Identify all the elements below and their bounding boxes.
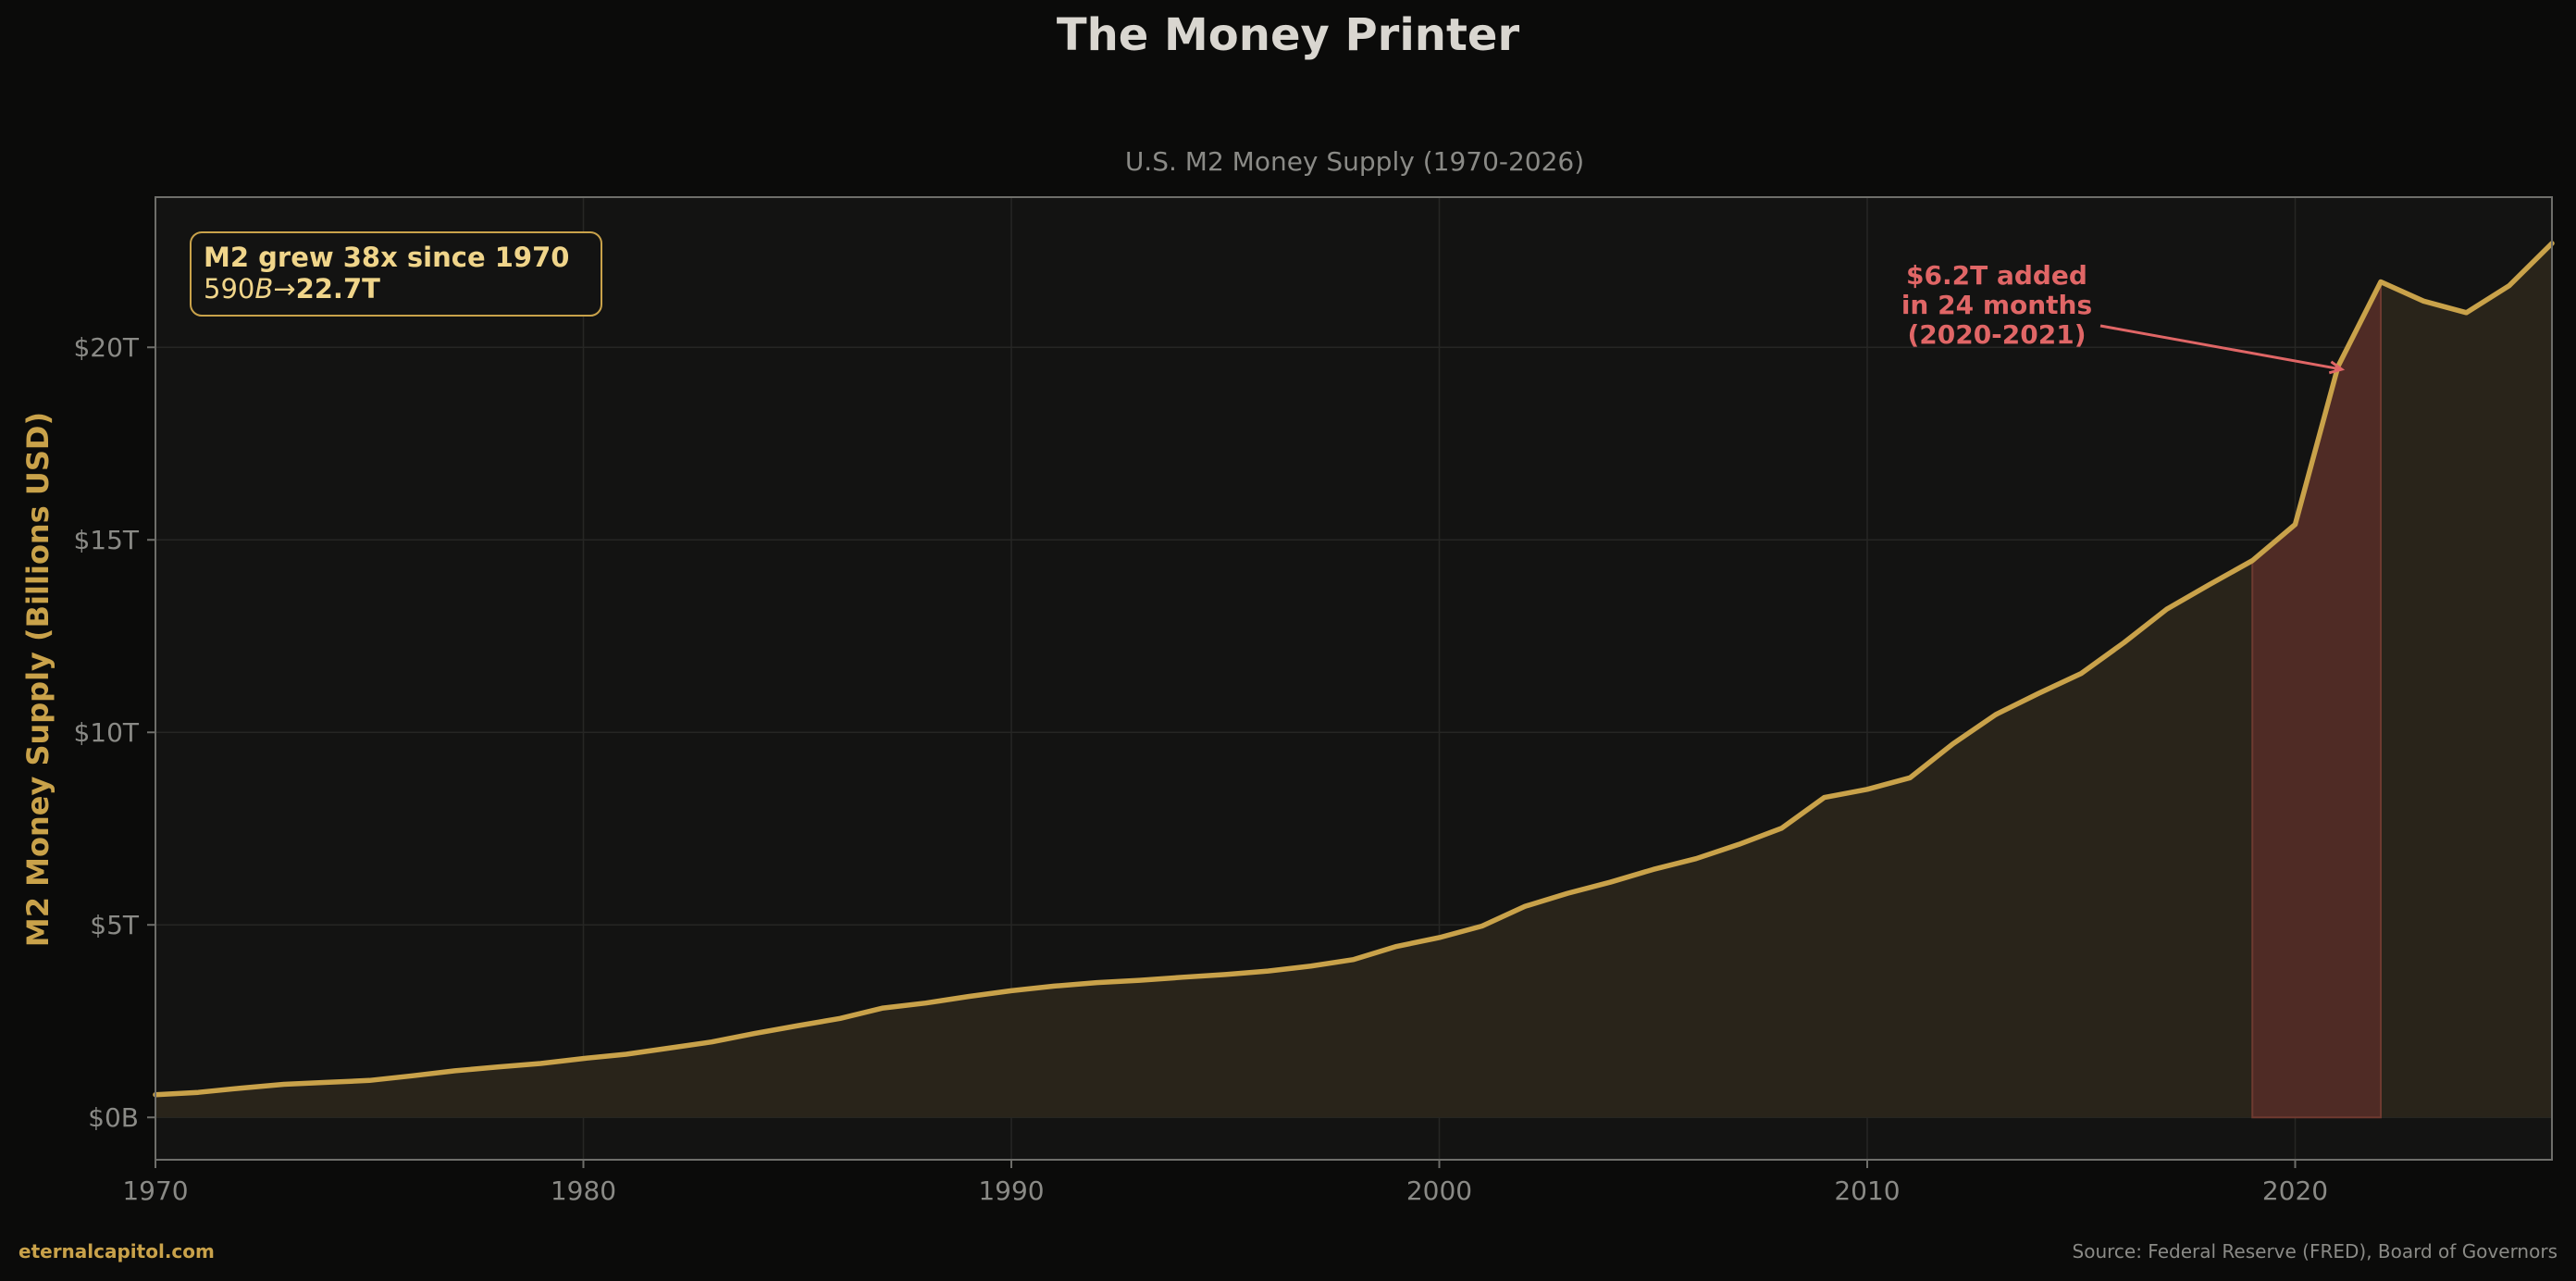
- y-tick-label: $10T: [73, 717, 139, 748]
- area-fill: [155, 243, 2552, 1118]
- chart-title: The Money Printer: [1057, 9, 1520, 61]
- y-axis-label: M2 Money Supply (Billions USD): [20, 412, 56, 947]
- info-box-start-value: 590: [204, 273, 254, 305]
- info-box: M2 grew 38x since 1970 590B→22.7T: [190, 231, 602, 317]
- y-tick-label: $20T: [73, 332, 139, 363]
- info-box-line2: 590B→22.7T: [204, 273, 380, 305]
- info-box-end-value: 22.7T: [296, 273, 381, 305]
- axis-ticks: 1970 1980 1990 2000 2010 2020 $0B $5T $10T $15T $2…: [73, 332, 2328, 1206]
- annotation-line: (2020-2021): [1907, 319, 2086, 350]
- info-box-arrow: →: [273, 273, 295, 305]
- annotation-arrowhead: [2328, 360, 2346, 375]
- annotation-line: in 24 months: [1901, 290, 2092, 320]
- annotation-text: $6.2T added in 24 months (2020-2021): [1901, 260, 2092, 350]
- x-tick-label: 1980: [551, 1175, 616, 1206]
- x-tick-label: 2000: [1406, 1175, 1472, 1206]
- x-tick-label: 2010: [1834, 1175, 1900, 1206]
- x-tick-label: 2020: [2262, 1175, 2328, 1206]
- footer-brand: eternalcapitol.com: [19, 1240, 215, 1262]
- y-tick-label: $15T: [73, 525, 139, 555]
- y-tick-label: $5T: [90, 910, 140, 940]
- annotation-line: $6.2T added: [1906, 260, 2087, 291]
- y-tick-label: $0B: [88, 1102, 139, 1133]
- footer-source: Source: Federal Reserve (FRED), Board of…: [2072, 1240, 2557, 1262]
- plot-frame: [155, 196, 2553, 1161]
- info-box-line1: M2 grew 38x since 1970: [204, 242, 569, 273]
- highlight-annotation: $6.2T added in 24 months (2020-2021): [1901, 260, 2346, 375]
- annotation-arrow: [2099, 324, 2343, 371]
- x-tick-label: 1990: [978, 1175, 1044, 1206]
- info-box-start-unit: B: [254, 273, 273, 305]
- x-tick-label: 1970: [122, 1175, 188, 1206]
- chart-subtitle: U.S. M2 Money Supply (1970-2026): [1125, 146, 1584, 177]
- info-box-frame: [190, 231, 602, 317]
